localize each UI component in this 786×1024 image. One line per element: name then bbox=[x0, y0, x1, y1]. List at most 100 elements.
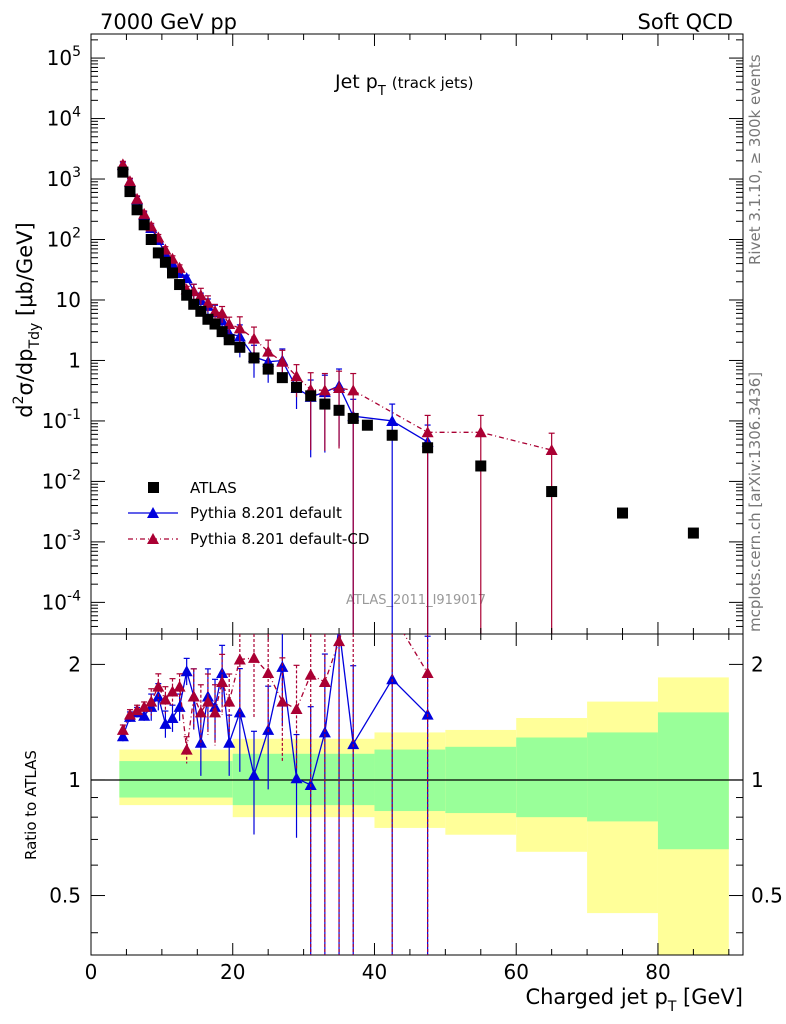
pythia-cd-point bbox=[276, 355, 289, 367]
legend-label-atlas: ATLAS bbox=[190, 479, 237, 497]
pythia-cd-point bbox=[216, 307, 229, 319]
atlas-point bbox=[687, 527, 699, 539]
ratio-y-tick-label: 2 bbox=[68, 652, 81, 676]
atlas-point bbox=[209, 318, 221, 330]
atlas-point bbox=[333, 404, 345, 416]
x-tick-label: 40 bbox=[362, 960, 387, 984]
pythia-cd-point bbox=[421, 426, 434, 438]
atlas-point bbox=[188, 298, 200, 310]
analysis-id: ATLAS_2011_I919017 bbox=[346, 593, 486, 608]
legend-entry-cd: Pythia 8.201 default-CD bbox=[128, 530, 369, 548]
atlas-point bbox=[145, 234, 157, 246]
pythia-cd-point bbox=[474, 426, 487, 438]
pythia-cd-point bbox=[318, 384, 331, 396]
ratio-cd-point bbox=[180, 743, 193, 755]
ratio-cd-point bbox=[276, 695, 289, 707]
pythia-cd-point bbox=[545, 444, 558, 456]
atlas-point bbox=[124, 186, 136, 198]
ratio-cd-point bbox=[159, 693, 172, 705]
atlas-point bbox=[347, 412, 359, 424]
atlas-point bbox=[181, 289, 193, 301]
pythia-cd-point bbox=[347, 384, 360, 396]
y-axis-title-top: d2σ/dpTdy [μb/GeV] bbox=[11, 222, 43, 417]
uncertainty-band-inner bbox=[119, 761, 233, 798]
y-tick-label: 1 bbox=[68, 348, 81, 372]
ratio-cd-point bbox=[173, 680, 186, 692]
plot-title: Jet pT (track jets) bbox=[334, 71, 474, 99]
y-tick-label: 102 bbox=[47, 226, 81, 252]
y-axis-title-bottom: Ratio to ATLAS bbox=[22, 750, 40, 860]
ratio-default-point bbox=[223, 736, 236, 748]
ratio-default-point bbox=[216, 666, 229, 678]
ratio-y-tick-label-right: 1 bbox=[751, 768, 764, 792]
collision-label: 7000 GeV pp bbox=[100, 10, 237, 34]
ratio-default-point bbox=[173, 700, 186, 712]
main-frame bbox=[90, 33, 744, 635]
pythia-cd-point bbox=[194, 289, 207, 301]
ratio-default-point bbox=[276, 660, 289, 672]
ratio-cd-point bbox=[116, 723, 129, 735]
y-tick-label: 10-2 bbox=[42, 467, 81, 493]
uncertainty-band-inner bbox=[657, 712, 729, 850]
ratio-y-tick-label-right: 0.5 bbox=[751, 884, 783, 908]
y-tick-label: 103 bbox=[47, 165, 81, 191]
atlas-point bbox=[159, 256, 171, 268]
ratio-cd-point bbox=[333, 635, 346, 647]
atlas-point bbox=[174, 279, 186, 291]
ratio-cd-point bbox=[209, 706, 222, 718]
atlas-point bbox=[138, 219, 150, 231]
ratio-cd-point bbox=[216, 675, 229, 687]
ratio-frame bbox=[90, 633, 744, 956]
ratio-cd-point bbox=[262, 666, 275, 678]
atlas-point bbox=[386, 429, 398, 441]
ratio-cd-point bbox=[223, 695, 236, 707]
process-label: Soft QCD bbox=[638, 10, 733, 34]
atlas-point bbox=[422, 442, 434, 454]
atlas-point bbox=[361, 419, 373, 431]
mcplots-label: mcplots.cern.ch [arXiv:1306.3436] bbox=[746, 372, 764, 632]
pythia-cd-point bbox=[233, 322, 246, 334]
y-tick-label: 105 bbox=[47, 44, 81, 70]
y-tick-label: 10-1 bbox=[42, 407, 81, 433]
atlas-point bbox=[195, 305, 207, 317]
pythia-cd-point bbox=[116, 158, 129, 170]
atlas-point bbox=[202, 313, 214, 325]
y-tick-label: 10-3 bbox=[42, 528, 81, 554]
ratio-default-point bbox=[166, 712, 179, 724]
x-tick-label: 60 bbox=[503, 960, 528, 984]
ratio-cd-point bbox=[166, 685, 179, 697]
pythia-cd-point bbox=[262, 345, 275, 357]
atlas-point bbox=[305, 390, 317, 402]
ratio-default-point bbox=[180, 665, 193, 677]
legend-marker-atlas bbox=[148, 482, 159, 493]
legend-label-cd: Pythia 8.201 default-CD bbox=[190, 530, 369, 548]
ratio-cd-point bbox=[248, 651, 260, 663]
atlas-point bbox=[276, 372, 288, 384]
ratio-default-point bbox=[159, 717, 172, 729]
ratio-cd-point bbox=[318, 675, 331, 687]
pythia-default-line bbox=[122, 164, 428, 443]
ratio-default-point bbox=[290, 772, 303, 784]
ratio-cd-point bbox=[131, 704, 144, 716]
ratio-default-point bbox=[138, 709, 151, 721]
legend-marker-cd bbox=[147, 533, 159, 544]
atlas-point bbox=[223, 334, 235, 346]
legend-label-default: Pythia 8.201 default bbox=[190, 504, 342, 522]
legend: ATLAS Pythia 8.201 default Pythia 8.201 … bbox=[128, 479, 369, 548]
pythia-cd-point bbox=[123, 175, 136, 187]
atlas-point bbox=[617, 507, 629, 519]
x-tick-label: 20 bbox=[220, 960, 245, 984]
legend-entry-default: Pythia 8.201 default bbox=[128, 504, 342, 522]
atlas-point bbox=[234, 341, 246, 353]
atlas-point bbox=[475, 460, 487, 472]
ratio-cd-point bbox=[138, 700, 151, 712]
legend-entry-atlas: ATLAS bbox=[148, 479, 237, 497]
atlas-point bbox=[248, 352, 260, 364]
ratio-cd-point bbox=[123, 708, 136, 720]
atlas-point bbox=[152, 247, 164, 259]
ratio-cd-point bbox=[304, 668, 317, 680]
atlas-point bbox=[167, 267, 178, 279]
ratio-cd-point bbox=[233, 653, 246, 665]
pythia-cd-point bbox=[248, 332, 260, 344]
